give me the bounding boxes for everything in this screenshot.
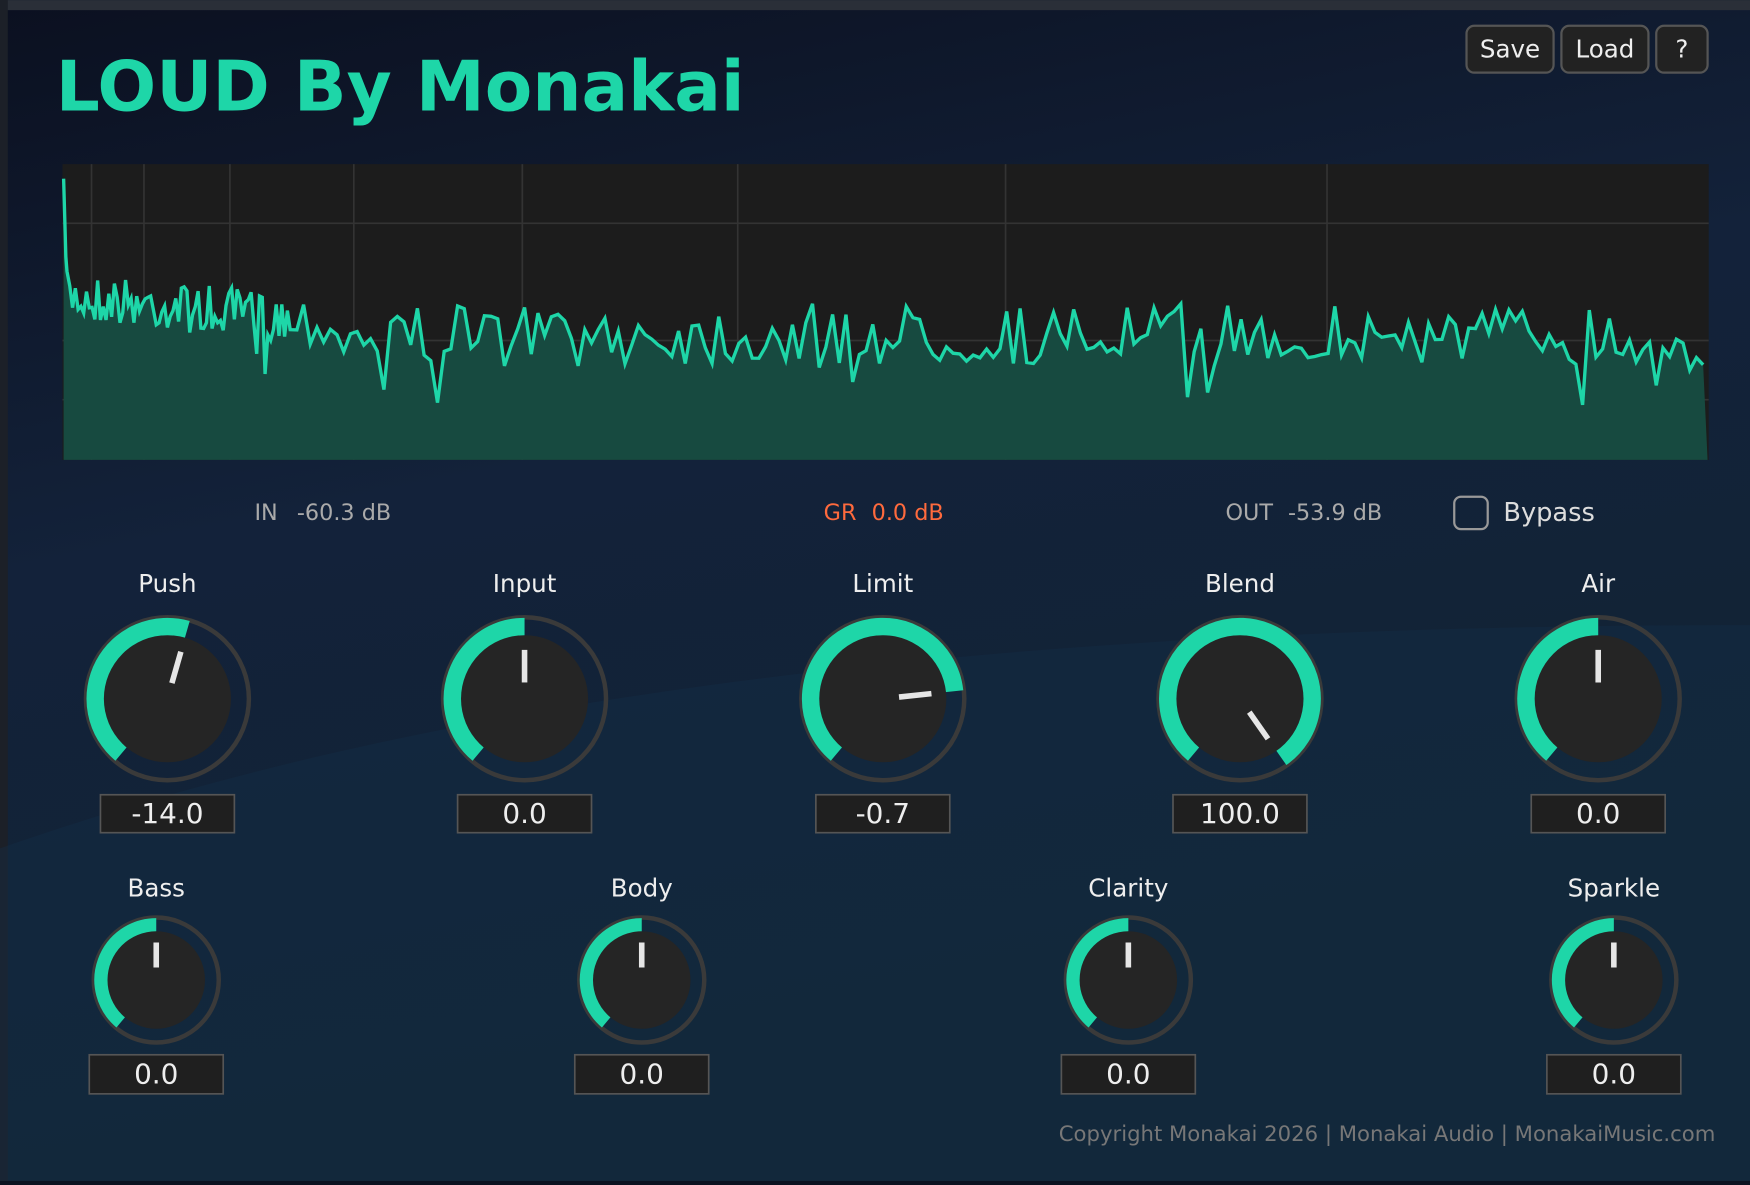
knob-label: Blend: [1205, 569, 1275, 598]
out-label: OUT: [1225, 500, 1273, 526]
knob-pointer: [1247, 710, 1271, 741]
knob-arc: [86, 617, 190, 761]
knob-body: [592, 931, 691, 1029]
knob-arc: [801, 617, 964, 761]
knob[interactable]: Clarity 0.0: [1060, 874, 1197, 1095]
button-label[interactable]: Save: [1480, 34, 1540, 63]
knob-arc: [1066, 918, 1129, 1028]
knob-body: [461, 635, 589, 763]
knob-label: Body: [611, 874, 673, 903]
in-value: -60.3 dB: [297, 500, 391, 526]
knob[interactable]: Input 0.0: [440, 569, 609, 834]
knob-value[interactable]: -0.7: [856, 797, 910, 830]
knob-value[interactable]: 0.0: [1592, 1057, 1636, 1090]
bypass-checkbox[interactable]: [1453, 495, 1489, 531]
knob[interactable]: Push -14.0: [83, 569, 252, 834]
top-bar: [0, 0, 1750, 11]
knob-ring: [1156, 615, 1324, 783]
gr-value: 0.0 dB: [872, 500, 944, 526]
knob-value[interactable]: 100.0: [1200, 797, 1280, 830]
value-box[interactable]: [573, 1053, 710, 1095]
knob-ring: [799, 615, 967, 783]
button[interactable]: [1560, 24, 1650, 74]
knob-label: Limit: [852, 569, 913, 598]
value-box[interactable]: [456, 793, 593, 834]
knob-arc: [443, 617, 525, 761]
knob-value[interactable]: 0.0: [502, 797, 546, 830]
knob-value[interactable]: 0.0: [1576, 797, 1620, 830]
value-box[interactable]: [1530, 793, 1667, 834]
knob-body: [819, 635, 947, 763]
knob[interactable]: Bass 0.0: [88, 874, 225, 1095]
knob[interactable]: Sparkle 0.0: [1546, 874, 1682, 1095]
out-value: -53.9 dB: [1288, 500, 1382, 526]
knob-ring: [83, 615, 252, 783]
gr-label: GR: [824, 500, 857, 526]
knob-label: Air: [1581, 569, 1616, 598]
value-box[interactable]: [815, 793, 951, 834]
knob-label: Bass: [128, 874, 185, 903]
knob-ring: [1549, 915, 1679, 1045]
background-wave: [0, 625, 1750, 1181]
in-label: IN: [254, 500, 277, 526]
footer: Copyright Monakai 2026 | Monakai Audio |…: [1059, 1121, 1716, 1147]
left-edge: [0, 0, 8, 1181]
knob-value[interactable]: 0.0: [1106, 1057, 1150, 1090]
spectrum-fill: [63, 178, 1708, 460]
knob[interactable]: Air 0.0: [1514, 569, 1682, 834]
knob-label: Push: [138, 569, 196, 598]
value-box[interactable]: [99, 793, 236, 834]
spectrum-line: [61, 178, 1705, 406]
knob-ring: [577, 915, 707, 1045]
knob-ring: [1063, 915, 1194, 1045]
knob-body: [1565, 931, 1663, 1029]
button[interactable]: [1655, 24, 1709, 74]
bypass-label[interactable]: Bypass: [1503, 498, 1595, 528]
button-label[interactable]: Load: [1575, 34, 1634, 63]
knob-body: [107, 931, 205, 1029]
knob-value[interactable]: 0.0: [134, 1057, 178, 1090]
knob-arc: [94, 918, 157, 1028]
knob-label: Sparkle: [1568, 874, 1660, 903]
knob-label: Input: [493, 569, 557, 598]
knob-body: [1534, 635, 1662, 763]
knob-arc: [1159, 617, 1321, 766]
value-box[interactable]: [1172, 793, 1308, 834]
knob-value[interactable]: -14.0: [131, 797, 203, 830]
knob-label: Clarity: [1088, 874, 1168, 903]
knob-body: [1176, 635, 1304, 763]
knob-value[interactable]: 0.0: [620, 1057, 664, 1090]
value-box[interactable]: [88, 1053, 225, 1095]
title: LOUD By Monakai: [56, 48, 745, 128]
knob-arc: [1551, 918, 1615, 1028]
value-box[interactable]: [1546, 1053, 1682, 1095]
button-label[interactable]: ?: [1675, 34, 1688, 63]
knob-ring: [1514, 615, 1682, 783]
spectrum: [61, 164, 1709, 460]
knob-arc: [579, 918, 643, 1028]
knob-body: [103, 635, 231, 763]
value-box[interactable]: [1060, 1053, 1197, 1095]
button[interactable]: [1465, 24, 1555, 74]
knob-ring: [91, 915, 221, 1045]
knob-pointer: [169, 650, 184, 684]
knob[interactable]: Blend 100.0: [1156, 569, 1324, 834]
knob-body: [1079, 931, 1178, 1029]
knob[interactable]: Limit -0.7: [799, 569, 967, 834]
knob[interactable]: Body 0.0: [573, 874, 710, 1095]
knob-pointer: [898, 690, 932, 700]
knob-ring: [440, 615, 609, 783]
knob-arc: [1517, 617, 1599, 761]
